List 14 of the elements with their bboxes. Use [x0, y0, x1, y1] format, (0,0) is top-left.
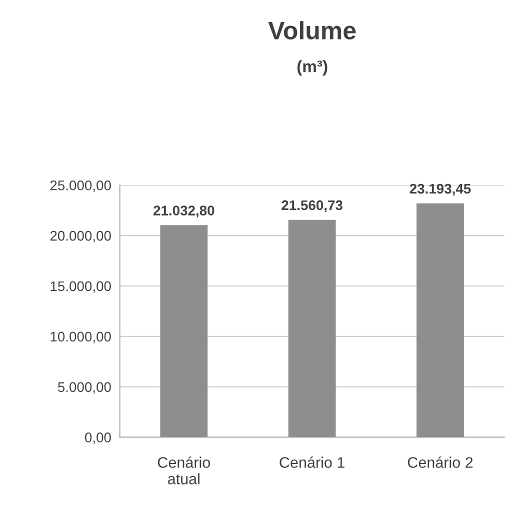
data-label: 23.193,45 [410, 184, 471, 196]
data-label: 21.032,80 [153, 206, 214, 218]
y-tick-label: 10.000,00 [50, 332, 111, 344]
y-tick-label: 15.000,00 [50, 281, 111, 293]
y-tick-label: 0,00 [84, 432, 111, 444]
y-tick-label: 25.000,00 [50, 180, 111, 192]
y-tick-label: 5.000,00 [58, 382, 111, 394]
y-tick-label: 20.000,00 [50, 230, 111, 242]
x-tick-label: Cenário 2 [408, 456, 473, 468]
x-tick-label: Cenário 1 [280, 456, 344, 468]
data-label: 21.560,73 [282, 200, 342, 212]
chart-title: Volume [268, 21, 356, 40]
chart-subtitle: (m³) [297, 60, 328, 76]
x-tick-label: Cenário atual [158, 456, 210, 484]
